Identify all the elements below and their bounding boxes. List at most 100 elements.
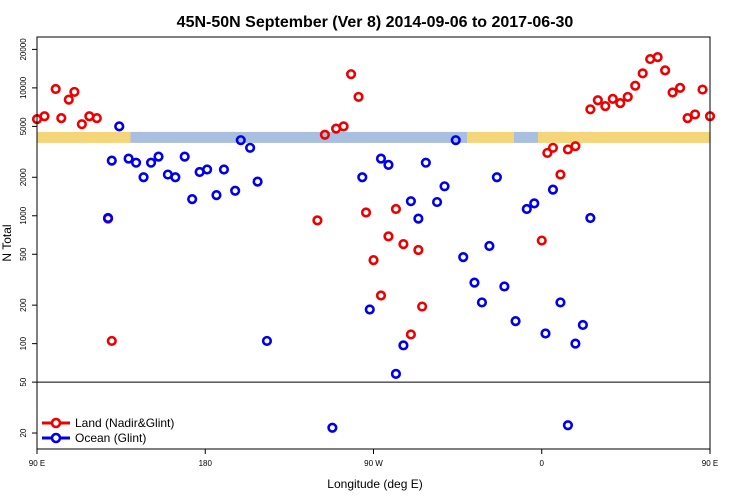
y-tick-label: 100 [19,336,28,350]
land-point [398,239,409,250]
ocean-point [123,153,134,164]
ocean-point [413,213,424,224]
y-tick-label: 20000 [19,38,28,61]
y-tick-label: 50 [19,377,28,386]
land-point [607,93,618,105]
ocean-point [245,142,256,153]
ocean-point [130,157,142,168]
x-tick-label: 180 [199,459,213,468]
ocean-point [375,153,387,164]
x-tick-label: 0 [540,459,545,468]
ocean-point [499,281,510,292]
land-point [338,121,349,132]
land-point [106,335,117,347]
ocean-point [252,176,263,187]
ocean-point [450,135,461,146]
data-points [31,52,716,433]
land-point [547,142,559,153]
land-point [667,87,678,98]
land-point [345,69,357,80]
ocean-point [547,184,559,195]
land-point [63,94,74,105]
ocean-point [383,159,394,170]
ocean-point [153,151,164,162]
legend-label: Ocean (Glint) [75,431,146,445]
ocean-point [102,212,114,224]
land-point [622,91,633,103]
ocean-point [405,196,416,207]
ocean-point [398,340,409,351]
legend: Land (Nadir&Glint)Ocean (Glint) [42,416,174,445]
legend-marker [50,432,62,444]
land-point [375,290,387,301]
x-tick-label: 90 W [364,459,383,468]
ocean-point [235,135,246,146]
land-point [536,235,547,246]
strip-segment-land [538,131,710,143]
ocean-point [211,190,222,201]
ocean-point [521,203,532,215]
ocean-point [555,297,566,308]
ocean-point [357,172,368,183]
land-point [652,52,663,63]
ocean-point [529,198,540,209]
ocean-point [261,335,273,347]
land-point [405,329,416,340]
strip-segment-land [37,131,131,143]
land-point [600,101,611,112]
land-point [630,80,641,91]
y-tick-label: 20 [19,428,28,437]
x-axis-label: Longitude (deg E) [327,477,422,491]
strip-segment-land [466,131,514,143]
land-point [555,169,566,180]
ocean-point [458,252,469,263]
land-point [682,113,693,124]
legend-label: Land (Nadir&Glint) [75,416,174,430]
y-tick-label: 1000 [19,206,28,224]
ocean-point [476,297,488,308]
y-tick-label: 5000 [19,117,28,135]
land-point [91,113,102,124]
ocean-point [170,172,181,183]
x-axis: 90 E 180 90 W 0 90 E [29,449,718,468]
ocean-point [577,319,588,331]
y-tick-label: 10000 [19,76,28,99]
y-tick-label: 2000 [19,168,28,186]
ocean-point [469,277,480,288]
y-axis: 20 50 100 200 500 1000 2000 5000 10000 20000 [19,38,37,437]
ocean-point [510,316,521,327]
land-point [570,141,581,152]
land-point [360,207,372,218]
land-point [368,255,379,266]
ocean-point [114,121,125,132]
x-tick-label: 90 E [702,459,718,468]
land-point [660,65,671,76]
land-point [585,104,596,115]
land-point [353,91,364,103]
ocean-point [327,422,338,433]
land-point [76,119,87,130]
land-point [542,147,553,159]
ocean-point [491,172,502,183]
strip-segment-ocean [513,131,539,143]
ocean-point [202,164,213,175]
ocean-point [562,420,574,431]
ocean-point [390,368,402,379]
ocean-point [145,157,157,168]
land-point [697,84,708,95]
land-point [674,82,686,93]
strip-segment-ocean [130,131,467,143]
y-tick-label: 200 [19,298,28,312]
ocean-point [540,328,551,339]
ocean-point [364,304,375,315]
ocean-point [439,181,450,192]
ocean-point [230,185,241,196]
land-point [615,98,626,109]
land-point [383,231,394,242]
land-point [319,129,330,140]
ocean-point [179,151,190,162]
ocean-point [484,240,495,252]
land-point [69,86,80,98]
ocean-point [187,193,198,205]
